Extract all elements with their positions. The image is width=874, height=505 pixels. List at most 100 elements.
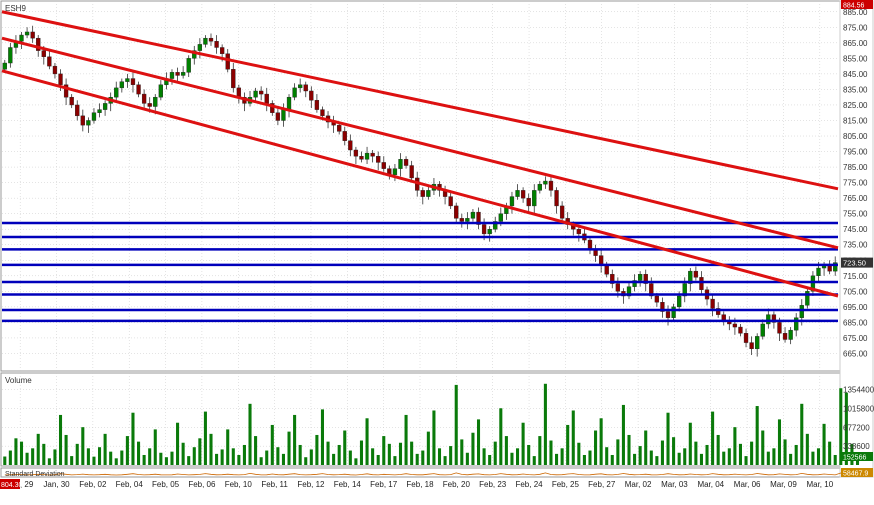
candle bbox=[364, 146, 370, 164]
candle-body bbox=[342, 131, 347, 141]
volume-bar bbox=[621, 404, 625, 465]
volume-bar bbox=[31, 448, 35, 465]
date-tick-label: Feb, 24 bbox=[515, 480, 543, 489]
candle-body bbox=[643, 274, 648, 284]
candle-body bbox=[738, 326, 743, 334]
volume-bar bbox=[722, 451, 726, 465]
date-tick-label: Feb, 02 bbox=[79, 480, 107, 489]
volume-bar bbox=[393, 456, 397, 465]
candle bbox=[392, 163, 398, 182]
candle bbox=[426, 185, 431, 200]
price-tick-label: 735.00 bbox=[843, 241, 868, 250]
volume-bar bbox=[744, 456, 748, 465]
price-tick-label: 865.00 bbox=[843, 39, 868, 48]
candle bbox=[309, 86, 314, 109]
price-tick-label: 815.00 bbox=[843, 116, 868, 125]
candle-body bbox=[208, 37, 214, 42]
candle-body bbox=[526, 197, 531, 207]
candle-body bbox=[671, 306, 676, 318]
candle-body bbox=[292, 87, 297, 98]
candle-body bbox=[58, 73, 63, 85]
candle-body bbox=[610, 274, 615, 284]
candle-body bbox=[275, 112, 281, 121]
volume-bar bbox=[543, 383, 547, 465]
stddev-marker: 58467.9 bbox=[841, 468, 873, 478]
candle-body bbox=[348, 140, 353, 151]
volume-bar bbox=[516, 448, 520, 465]
bottom-left-marker: 804.30 bbox=[0, 479, 23, 489]
volume-bar bbox=[538, 436, 542, 465]
candle bbox=[97, 103, 102, 118]
overlays bbox=[1, 10, 839, 323]
candle-body bbox=[376, 156, 381, 163]
candle-body bbox=[716, 308, 721, 315]
candle-body bbox=[337, 124, 342, 132]
candle-body bbox=[125, 78, 130, 82]
candle bbox=[805, 288, 810, 309]
volume-bar bbox=[53, 449, 57, 465]
volume-bar bbox=[382, 436, 386, 465]
candle bbox=[63, 78, 69, 105]
candle-body bbox=[180, 72, 186, 76]
candle-body bbox=[286, 96, 292, 110]
volume-bar bbox=[326, 441, 330, 465]
candle bbox=[19, 31, 24, 50]
volume-bar bbox=[220, 449, 224, 465]
candle bbox=[86, 117, 91, 133]
candle-body bbox=[426, 190, 431, 197]
candle bbox=[794, 313, 799, 337]
candle bbox=[298, 78, 303, 93]
candle-body bbox=[465, 218, 470, 222]
candle-body bbox=[136, 84, 141, 95]
volume-bar bbox=[560, 448, 564, 465]
candle bbox=[359, 151, 364, 163]
candle bbox=[660, 297, 665, 318]
candle-body bbox=[487, 229, 492, 235]
candle bbox=[91, 108, 97, 124]
candle bbox=[465, 212, 470, 230]
volume-bar bbox=[421, 450, 425, 465]
price-tick-label: 805.00 bbox=[843, 132, 868, 141]
candle-body bbox=[810, 275, 816, 292]
candle-body bbox=[554, 190, 559, 207]
volume-bar bbox=[242, 444, 246, 465]
volume-bar bbox=[148, 448, 152, 465]
volume-bar bbox=[566, 424, 570, 465]
candle-body bbox=[8, 47, 13, 64]
volume-bar bbox=[772, 448, 776, 465]
candle-body bbox=[147, 103, 152, 107]
candle-body bbox=[364, 152, 370, 160]
candle-body bbox=[186, 58, 191, 73]
volume-bar bbox=[259, 457, 263, 465]
volume-bar bbox=[320, 409, 324, 465]
date-tick-label: Feb, 27 bbox=[588, 480, 616, 489]
candle-body bbox=[225, 53, 230, 70]
candle-body bbox=[576, 229, 581, 235]
candle-body bbox=[203, 37, 208, 45]
candle bbox=[47, 50, 52, 70]
candle bbox=[515, 184, 520, 200]
candle-body bbox=[598, 255, 604, 266]
volume-bar bbox=[755, 406, 759, 465]
candle-body bbox=[41, 50, 46, 58]
candle-body bbox=[805, 291, 810, 306]
candle bbox=[710, 294, 715, 317]
date-axis: Jan, 29 Jan, 30 Feb, 02 Feb, 04 Feb, 05 Feb, … bbox=[7, 480, 834, 489]
volume-bar bbox=[348, 450, 352, 465]
candle bbox=[671, 303, 676, 321]
volume-bar bbox=[86, 448, 90, 465]
date-tick-label: Feb, 04 bbox=[116, 480, 144, 489]
candle-body bbox=[654, 295, 660, 303]
date-tick-label: Feb, 05 bbox=[152, 480, 180, 489]
candle bbox=[303, 81, 308, 98]
candle-body bbox=[699, 277, 704, 290]
volume-bar bbox=[142, 454, 146, 465]
volume-bar bbox=[125, 436, 129, 465]
volume-tick-label: 1354400 bbox=[843, 386, 874, 395]
candle-body bbox=[303, 84, 308, 92]
candle bbox=[24, 27, 30, 39]
date-tick-label: Mar, 03 bbox=[661, 480, 688, 489]
date-tick-label: Feb, 10 bbox=[225, 480, 253, 489]
candle bbox=[52, 63, 58, 79]
date-tick-label: Feb, 20 bbox=[443, 480, 471, 489]
